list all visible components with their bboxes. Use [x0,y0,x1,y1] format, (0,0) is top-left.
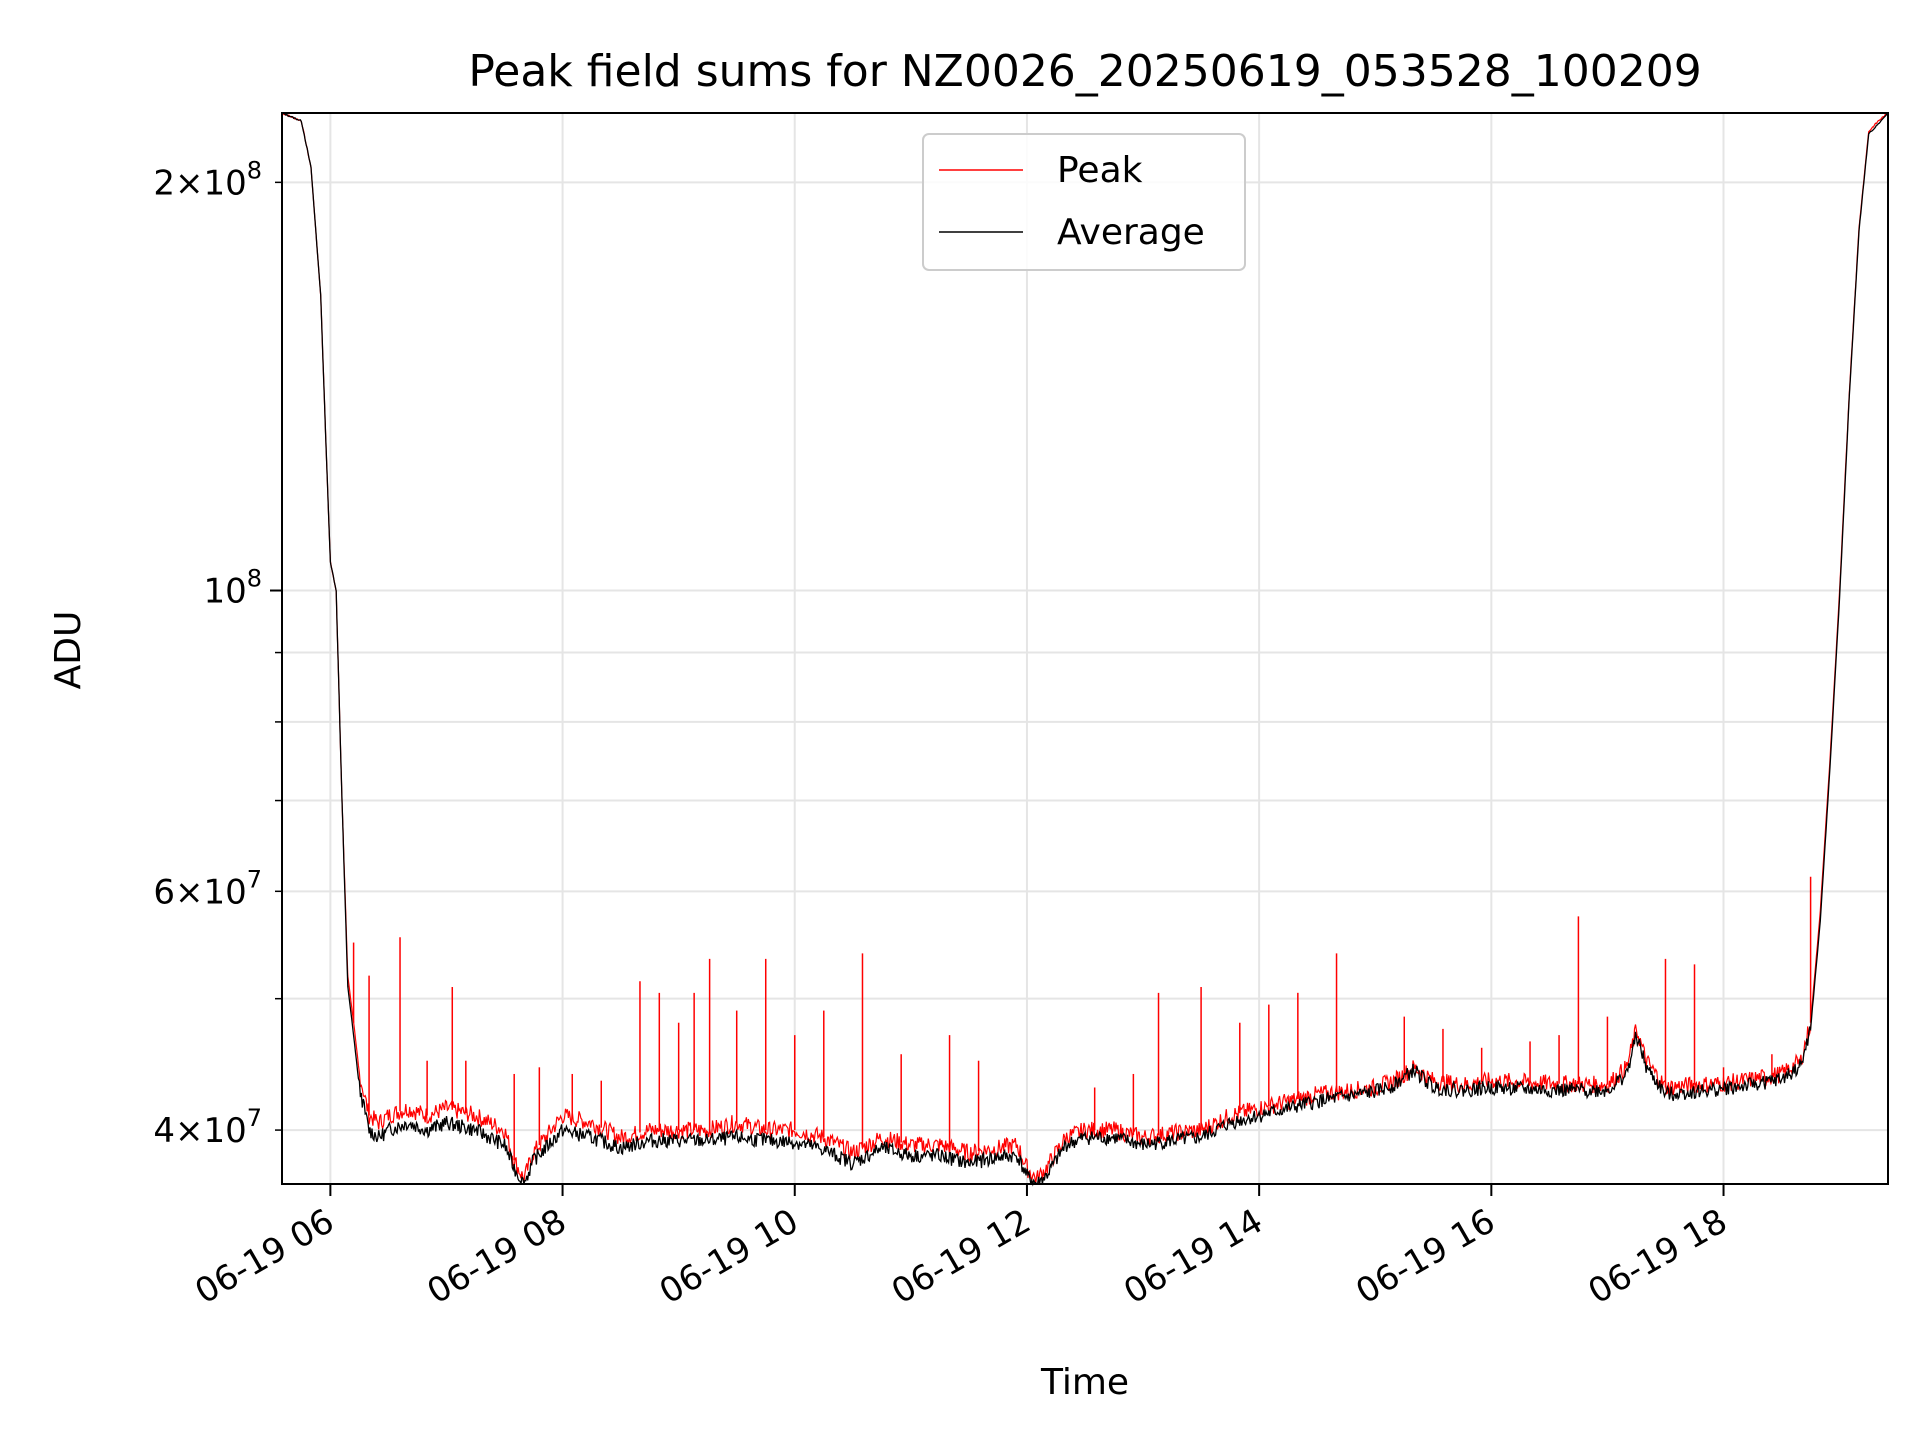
y-tick-label: 108 [203,565,262,612]
legend-box [922,133,1246,271]
plot-area [281,112,1889,1187]
legend: Peak Average [922,133,1246,271]
y-tick-label: 2×108 [153,156,262,203]
series-line-peak [281,112,1889,1185]
plot-frame [281,112,1889,1185]
y-axis-label: ADU [48,611,89,690]
legend-label-average: Average [1057,212,1205,253]
series-line-average [281,112,1889,1187]
legend-label-peak: Peak [1057,150,1143,191]
y-tick-label: 4×107 [153,1104,262,1151]
y-tick-label: 6×107 [153,865,262,912]
chart-title: Peak field sums for NZ0026_20250619_0535… [468,46,1701,97]
x-axis-label: Time [1040,1362,1129,1403]
